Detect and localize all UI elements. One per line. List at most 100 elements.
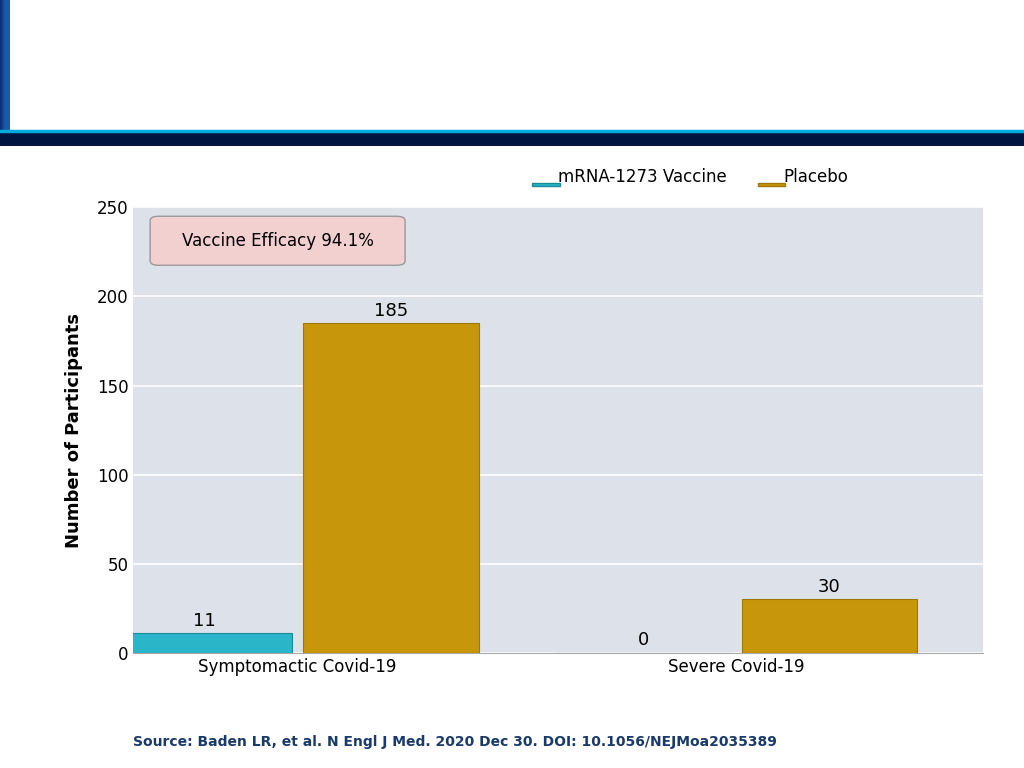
Bar xyxy=(0,0,6,134)
Bar xyxy=(3,0,8,134)
Bar xyxy=(1,0,6,134)
Bar xyxy=(4,0,9,134)
Bar xyxy=(1,0,6,134)
Bar xyxy=(2,0,7,134)
Bar xyxy=(3,0,8,134)
Bar xyxy=(2,0,7,134)
Bar xyxy=(2,0,7,134)
Y-axis label: Number of Participants: Number of Participants xyxy=(65,313,83,548)
Bar xyxy=(4,0,9,134)
Bar xyxy=(1,0,6,134)
Bar xyxy=(2,0,7,134)
Bar xyxy=(2,0,7,134)
Bar xyxy=(3,0,8,134)
Bar xyxy=(1,0,6,134)
Bar xyxy=(3,0,8,134)
Bar xyxy=(5,0,10,134)
Bar xyxy=(0,0,5,134)
Bar xyxy=(3,0,8,134)
Bar xyxy=(5,0,10,134)
Bar xyxy=(1,0,6,134)
Bar xyxy=(2,0,7,134)
Bar xyxy=(4,0,9,134)
Bar xyxy=(1,0,6,134)
Bar xyxy=(2,0,7,134)
Bar xyxy=(4,0,9,134)
Text: 30: 30 xyxy=(818,578,841,596)
Bar xyxy=(3,0,8,134)
Bar xyxy=(4,0,9,134)
Bar xyxy=(0,0,5,134)
Bar xyxy=(741,599,918,653)
Bar xyxy=(3,0,8,134)
Bar xyxy=(0,0,5,134)
Bar xyxy=(303,323,478,653)
Bar xyxy=(0,0,5,134)
Text: mRNA-1273 Vaccine: mRNA-1273 Vaccine xyxy=(558,167,727,186)
Bar xyxy=(1,0,6,134)
Bar xyxy=(2,0,7,134)
Bar xyxy=(4,0,9,134)
Bar xyxy=(758,183,785,186)
Bar xyxy=(2,0,7,134)
Bar xyxy=(1,0,6,134)
Bar xyxy=(2,0,8,134)
Bar xyxy=(1,0,6,134)
Bar xyxy=(1,0,6,134)
Bar xyxy=(2,0,7,134)
Bar xyxy=(4,0,9,134)
Bar xyxy=(3,0,8,134)
Bar xyxy=(3,0,8,134)
Bar xyxy=(4,0,9,134)
Bar xyxy=(5,0,10,134)
Bar xyxy=(5,0,10,134)
Bar xyxy=(3,0,8,134)
Bar xyxy=(4,0,9,134)
Bar xyxy=(4,0,9,134)
Bar xyxy=(532,183,560,186)
Bar xyxy=(5,0,10,134)
Bar xyxy=(3,0,8,134)
Bar xyxy=(1,0,6,134)
Bar xyxy=(1,0,6,134)
Bar xyxy=(1,0,6,134)
Bar xyxy=(1,0,6,134)
Bar xyxy=(5,0,10,134)
Bar xyxy=(3,0,8,134)
Text: Efficacy and Safety of the mRNA-1273 SARS-CoV-2 Vaccine: Efficacy and Safety of the mRNA-1273 SAR… xyxy=(31,22,995,51)
Bar xyxy=(1,0,6,134)
Bar xyxy=(3,0,8,134)
Bar xyxy=(2,0,7,134)
Bar xyxy=(1,0,6,134)
Bar xyxy=(2,0,7,134)
Bar xyxy=(0,0,5,134)
Bar xyxy=(4,0,9,134)
Bar xyxy=(3,0,8,134)
Bar xyxy=(0,131,1024,146)
Bar xyxy=(0,0,5,134)
Bar xyxy=(3,0,8,134)
Bar xyxy=(2,0,7,134)
Bar xyxy=(0,0,5,134)
Bar xyxy=(3,0,8,134)
Bar xyxy=(0,0,5,134)
Bar xyxy=(5,0,10,134)
Bar xyxy=(2,0,7,134)
Bar xyxy=(3,0,8,134)
Bar xyxy=(5,0,10,134)
Bar xyxy=(3,0,8,134)
Bar xyxy=(0,0,5,134)
Bar xyxy=(2,0,7,134)
Bar xyxy=(4,0,9,134)
Bar xyxy=(2,0,7,134)
Bar xyxy=(5,0,10,134)
Bar xyxy=(2,0,7,134)
Text: Placebo: Placebo xyxy=(783,167,848,186)
Text: 185: 185 xyxy=(374,302,408,319)
Bar xyxy=(1,0,6,134)
Bar xyxy=(4,0,9,134)
Bar xyxy=(1,0,6,134)
Bar xyxy=(2,0,7,134)
Bar xyxy=(4,0,9,134)
Bar xyxy=(3,0,8,134)
